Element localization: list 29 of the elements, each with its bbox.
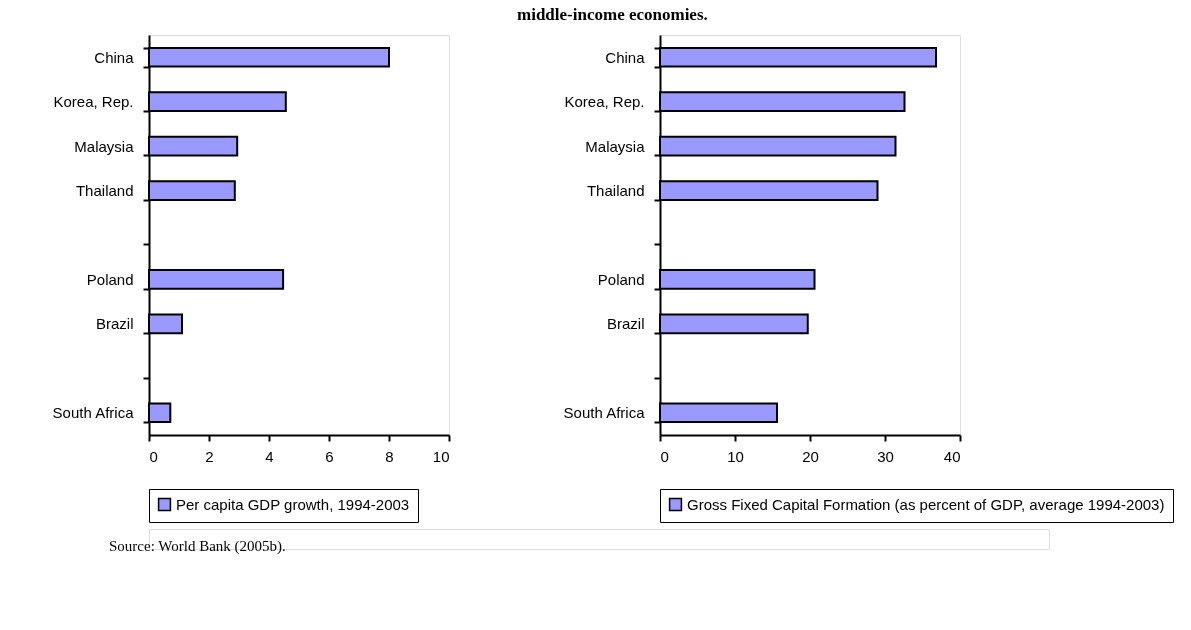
x-tick-label: 0: [149, 447, 158, 465]
y-tick-label: Brazil: [95, 315, 134, 333]
y-tick-label: South Africa: [563, 404, 646, 422]
y-tick-label: Thailand: [586, 182, 645, 200]
x-tick-label: 30: [877, 447, 894, 465]
y-tick-label: Brazil: [606, 315, 645, 333]
y-tick-label: Malaysia: [74, 137, 135, 155]
x-tick-label: 10: [727, 447, 744, 465]
x-tick-label: 10: [432, 447, 450, 465]
y-tick-label: China: [94, 48, 135, 66]
source-note: Source: World Bank (2005b).: [109, 538, 286, 555]
legend-label: Gross Fixed Capital Formation (as percent of GDP, average 1994-2003): [687, 495, 1165, 513]
x-tick-label: 4: [265, 447, 274, 465]
y-tick-label: Korea, Rep.: [564, 93, 645, 111]
x-tick-label: 20: [802, 447, 819, 465]
x-tick-label: 40: [943, 447, 961, 465]
y-tick-label: Poland: [597, 270, 645, 288]
y-tick-label: Malaysia: [585, 137, 646, 155]
x-tick-label: 8: [385, 447, 394, 465]
x-tick-label: 0: [660, 447, 669, 465]
y-tick-label: Korea, Rep.: [53, 93, 134, 111]
legend-label: Per capita GDP growth, 1994-2003: [176, 495, 410, 513]
y-tick-label: Thailand: [75, 182, 134, 200]
y-tick-label: Poland: [86, 270, 134, 288]
x-tick-label: 2: [205, 447, 214, 465]
y-tick-label: South Africa: [52, 404, 135, 422]
y-tick-label: China: [605, 48, 646, 66]
text: middle-income economies.: [517, 4, 708, 24]
x-tick-label: 6: [325, 447, 334, 465]
